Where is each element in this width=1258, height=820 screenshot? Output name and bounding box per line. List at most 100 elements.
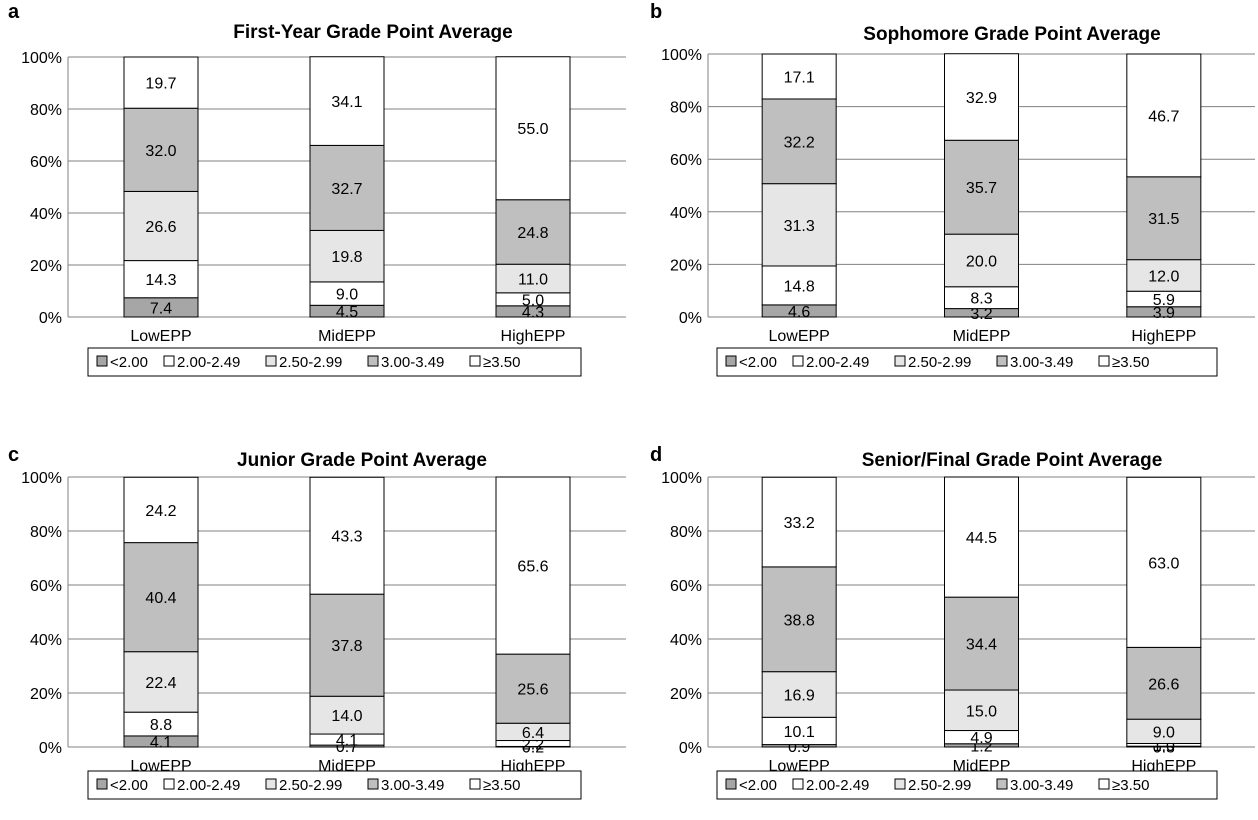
data-label: 65.6 — [517, 559, 548, 576]
bar-segment — [309, 476, 385, 595]
y-tick-label: 80% — [670, 100, 702, 117]
legend-label: 2.50-2.99 — [908, 777, 971, 794]
bar-segment — [123, 651, 199, 713]
legend-swatch — [367, 778, 379, 790]
data-label: 31.5 — [1148, 211, 1179, 228]
data-label: 43.3 — [331, 529, 362, 546]
legend-label: 2.50-2.99 — [908, 354, 971, 371]
legend-label: ≥3.50 — [1112, 354, 1149, 371]
data-label: 10.1 — [784, 724, 815, 741]
bar-segment — [944, 53, 1019, 141]
data-label: 8.3 — [970, 291, 992, 308]
data-label: 4.6 — [788, 304, 810, 321]
data-label: 37.8 — [331, 638, 362, 655]
legend-label: 2.00-2.49 — [806, 777, 869, 794]
bar-segment — [123, 107, 199, 192]
legend-label: <2.00 — [110, 354, 148, 371]
legend-label: <2.00 — [739, 777, 777, 794]
data-label: 9.0 — [336, 287, 358, 304]
data-label: 34.4 — [966, 637, 997, 654]
data-label: 32.0 — [145, 143, 176, 160]
data-label: 9.0 — [1153, 724, 1175, 741]
x-tick-label: LowEPP — [768, 328, 829, 345]
chart-title: Senior/Final Grade Point Average — [862, 450, 1163, 471]
bar-segment — [761, 98, 837, 185]
bar-segment — [495, 653, 571, 724]
bar-segment — [495, 263, 571, 294]
data-label: 44.5 — [966, 530, 997, 547]
bar-segment — [309, 229, 385, 283]
data-label: 15.0 — [966, 703, 997, 720]
chart-title: Sophomore Grade Point Average — [863, 24, 1160, 45]
bar-segment — [761, 566, 837, 673]
data-label: 22.4 — [145, 675, 176, 692]
x-tick-label: HighEPP — [1131, 328, 1196, 345]
data-label: 24.2 — [145, 503, 176, 520]
data-label: 14.8 — [784, 278, 815, 295]
data-label: 24.8 — [517, 225, 548, 242]
y-tick-label: 0% — [39, 310, 62, 327]
data-label: 4.9 — [970, 730, 992, 747]
y-tick-label: 0% — [679, 310, 702, 327]
panel-letter-d: d — [650, 444, 662, 466]
y-tick-label: 20% — [30, 258, 62, 275]
chart-panel-c: c Junior Grade Point Average 0% 20% 40% 60% 80… — [8, 444, 626, 800]
legend-label: 3.00-3.49 — [381, 354, 444, 371]
legend-swatch — [894, 355, 906, 367]
legend-label: 2.00-2.49 — [177, 354, 240, 371]
data-label: 8.8 — [150, 717, 172, 734]
bar-segment — [309, 56, 385, 146]
bar-segment — [761, 265, 837, 306]
legend-swatch — [792, 355, 804, 367]
y-tick-label: 100% — [661, 470, 702, 487]
data-label: 4.3 — [522, 304, 544, 321]
panel-letter-a: a — [8, 1, 20, 23]
bar-segment — [1126, 53, 1202, 178]
legend-label: ≥3.50 — [1112, 777, 1149, 794]
data-label: 63.0 — [1148, 555, 1179, 572]
y-tick-label: 40% — [670, 632, 702, 649]
chart-title: Junior Grade Point Average — [237, 450, 487, 471]
legend-box — [716, 347, 1218, 377]
bar-segment — [1126, 718, 1202, 744]
legend-label: 2.50-2.99 — [279, 777, 342, 794]
data-label: 12.0 — [1148, 268, 1179, 285]
data-label: 33.2 — [784, 515, 815, 532]
y-tick-label: 60% — [30, 578, 62, 595]
chart-panel-a: a First-Year Grade Point Average 0% 20% 40% 6… — [8, 1, 626, 377]
x-tick-label: LowEPP — [130, 328, 191, 345]
legend-label: ≥3.50 — [483, 354, 520, 371]
y-tick-label: 80% — [30, 524, 62, 541]
legend-swatch — [469, 778, 481, 790]
data-label: 25.6 — [517, 682, 548, 699]
data-label: 19.7 — [145, 76, 176, 93]
data-label: 46.7 — [1148, 108, 1179, 125]
data-label: 20.0 — [966, 253, 997, 270]
legend-swatch — [1098, 778, 1110, 790]
bar-segment — [761, 476, 837, 568]
legend-swatch — [1098, 355, 1110, 367]
data-label: 32.7 — [331, 181, 362, 198]
data-label: 38.8 — [784, 612, 815, 629]
bar-segment — [123, 476, 199, 544]
y-tick-label: 20% — [670, 686, 702, 703]
bar-segment — [944, 233, 1019, 288]
legend-swatch — [996, 355, 1008, 367]
data-label: 7.4 — [150, 300, 172, 317]
bar-segment — [495, 199, 571, 265]
y-tick-label: 100% — [661, 47, 702, 64]
bar-segment — [944, 476, 1019, 598]
legend-label: <2.00 — [739, 354, 777, 371]
chart-panel-d: d Senior/Final Grade Point Average 0% 20% 40… — [650, 444, 1255, 800]
data-label: 32.9 — [966, 90, 997, 107]
data-label: 34.1 — [331, 94, 362, 111]
y-tick-label: 80% — [30, 102, 62, 119]
data-label: 14.3 — [145, 272, 176, 289]
data-label: 26.6 — [1148, 676, 1179, 693]
legend-label: <2.00 — [110, 777, 148, 794]
bar-segment — [123, 56, 199, 109]
bar-segment — [1126, 476, 1202, 648]
legend-label: 2.00-2.49 — [806, 354, 869, 371]
legend-swatch — [725, 778, 737, 790]
y-tick-label: 40% — [30, 632, 62, 649]
